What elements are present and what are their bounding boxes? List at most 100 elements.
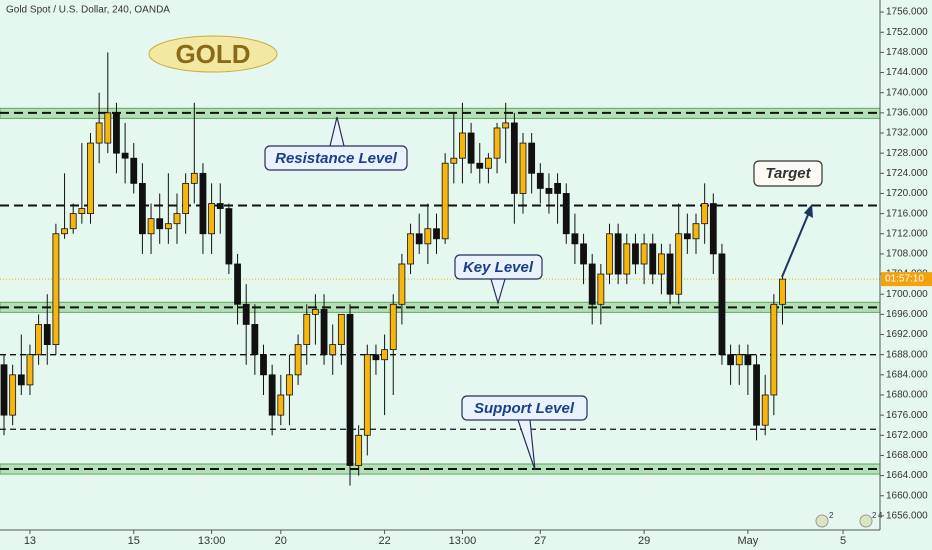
candle-body: [337, 313, 345, 346]
candle-body: [433, 228, 440, 240]
candle-body: [467, 132, 475, 164]
candle-body: [528, 142, 536, 174]
y-tick-label: 1748.000: [886, 47, 928, 58]
candle-body: [770, 303, 778, 396]
candle-body: [623, 243, 631, 275]
candle-body: [536, 172, 544, 189]
candle-body: [43, 324, 51, 346]
candle-body: [355, 434, 363, 466]
support-callout: Support Level: [461, 395, 588, 471]
candle-body: [104, 112, 112, 144]
candle-body: [571, 233, 579, 245]
candle-body: [649, 243, 657, 275]
candle-body: [718, 253, 726, 356]
candle-body: [779, 278, 786, 305]
target-callout: Target: [753, 160, 823, 278]
candle-body: [61, 228, 68, 235]
candle-body: [294, 344, 302, 376]
candle-body: [216, 203, 224, 209]
candle-body: [95, 122, 103, 144]
candle-body: [173, 213, 181, 225]
candle-body: [346, 313, 354, 466]
candle-body: [190, 172, 198, 184]
candle-body: [519, 142, 527, 194]
candle-body: [701, 203, 709, 225]
x-tick-label: 15: [128, 535, 140, 547]
candle-body: [69, 213, 77, 230]
callout-box: [753, 160, 823, 187]
candle-body: [303, 313, 311, 346]
candle-body: [87, 142, 94, 215]
y-tick-label: 1688.000: [886, 349, 928, 360]
y-tick-label: 1656.000: [886, 511, 928, 522]
badge-icon: [815, 514, 829, 528]
y-tick-label: 1660.000: [886, 490, 928, 501]
x-tick-label: 27: [534, 535, 546, 547]
candle-body: [156, 218, 164, 230]
candle-body: [510, 122, 518, 194]
badge-count: 2: [872, 511, 877, 520]
candle-body: [459, 132, 466, 159]
x-tick-label: 13:00: [198, 535, 226, 547]
y-tick-label: 1728.000: [886, 148, 928, 159]
candle-body: [493, 127, 501, 159]
candle-body: [580, 243, 587, 265]
candle-body: [597, 273, 605, 305]
candle-body: [35, 324, 42, 356]
candle-body: [113, 112, 120, 154]
plot-background: [0, 0, 880, 530]
candle-body: [311, 308, 319, 315]
candle-body: [640, 243, 648, 265]
x-tick-label: 20: [275, 535, 287, 547]
candle-body: [208, 203, 216, 235]
candle-body: [260, 354, 267, 376]
symbol-label: GOLD: [175, 39, 250, 69]
candle-body: [199, 172, 207, 235]
candle-body: [268, 374, 276, 416]
candle-body: [484, 157, 492, 169]
candle-body: [78, 208, 86, 215]
candle-body: [286, 374, 293, 396]
callout-box: [264, 145, 408, 171]
candle-body: [424, 228, 432, 245]
candle-body: [666, 253, 674, 295]
y-tick-label: 1696.000: [886, 309, 928, 320]
candle-body: [450, 157, 458, 164]
candle-body: [632, 243, 639, 265]
y-tick-label: 1680.000: [886, 390, 928, 401]
candle-body: [502, 122, 510, 129]
annotation: Target: [765, 165, 811, 182]
y-tick-label: 1732.000: [886, 128, 928, 139]
x-tick-label: May: [738, 535, 759, 547]
candle-body: [476, 162, 484, 169]
annotation: Resistance Level: [275, 150, 398, 167]
candle-body: [554, 182, 561, 194]
candle-body: [606, 233, 613, 275]
candle-body: [588, 263, 596, 305]
candle-body: [0, 364, 8, 416]
candle-body: [164, 223, 172, 230]
x-tick-label: 22: [378, 535, 390, 547]
annotation: Key Level: [463, 259, 534, 276]
candle-body: [138, 182, 146, 235]
callout-box: [461, 395, 588, 421]
candle-body: [407, 233, 414, 265]
candle-body: [277, 394, 285, 416]
candle-body: [415, 233, 423, 245]
y-tick-label: 1668.000: [886, 450, 928, 461]
y-tick-label: 1708.000: [886, 249, 928, 260]
candle-body: [234, 263, 241, 305]
candle-body: [389, 303, 397, 351]
y-tick-label: 1684.000: [886, 369, 928, 380]
candle-body: [614, 233, 622, 275]
candle-body: [709, 203, 717, 255]
callout-pointer: [329, 116, 345, 147]
candle-body: [692, 223, 700, 240]
arrow-head: [804, 204, 813, 218]
candle-body: [744, 354, 752, 366]
y-tick-label: 1724.000: [886, 168, 928, 179]
candle-body: [761, 394, 769, 426]
candle-body: [52, 233, 60, 346]
candle-body: [753, 364, 760, 426]
candle-body: [225, 208, 233, 265]
